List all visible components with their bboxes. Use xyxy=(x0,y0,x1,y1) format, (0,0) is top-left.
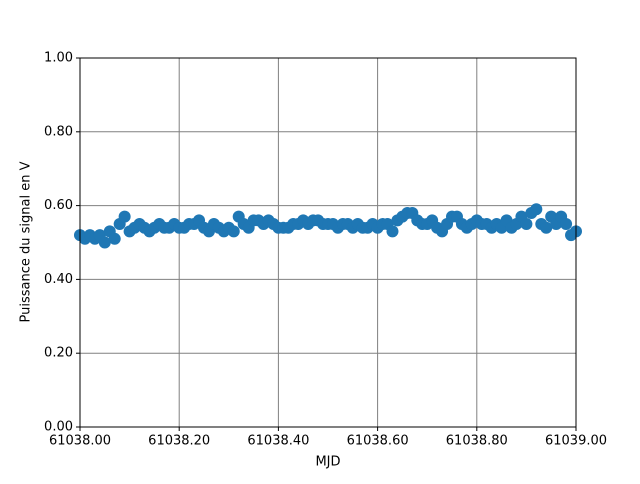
x-tick-label: 61038.40 xyxy=(247,434,309,449)
y-tick-label: 0.00 xyxy=(44,420,73,435)
y-tick-label: 0.80 xyxy=(44,124,73,139)
point xyxy=(530,203,543,216)
x-tick-label: 61039.00 xyxy=(545,434,607,449)
y-tick-label: 0.40 xyxy=(44,272,73,287)
point xyxy=(98,236,111,249)
point xyxy=(560,218,573,231)
point xyxy=(386,225,399,238)
x-tick-label: 61038.00 xyxy=(49,434,111,449)
point xyxy=(108,232,121,245)
x-tick-label: 61038.60 xyxy=(347,434,409,449)
y-tick-label: 0.60 xyxy=(44,198,73,213)
y-axis-label: Puissance du signal en V xyxy=(19,161,34,322)
y-tick-label: 1.00 xyxy=(44,51,73,66)
x-tick-label: 61038.80 xyxy=(446,434,508,449)
y-tick-label: 0.20 xyxy=(44,346,73,361)
point xyxy=(540,221,553,234)
point xyxy=(118,210,131,223)
x-tick-label: 61038.20 xyxy=(148,434,210,449)
point xyxy=(520,218,533,231)
point xyxy=(227,225,240,238)
plot-frame xyxy=(79,57,577,428)
x-axis-label: MJD xyxy=(315,455,340,470)
